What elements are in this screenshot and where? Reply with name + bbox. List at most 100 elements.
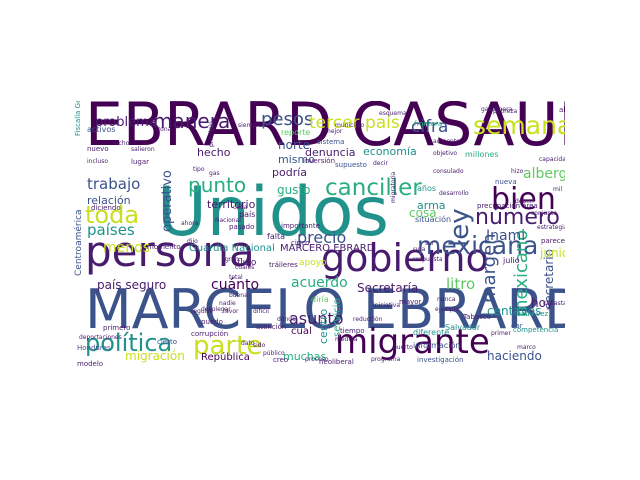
word-parte: parte bbox=[193, 331, 263, 361]
word-anos: años bbox=[417, 184, 437, 193]
word-tercer-pais: tercer país bbox=[309, 113, 400, 133]
word-marco: marco bbox=[517, 344, 536, 351]
word-acuerdo: acuerdo bbox=[291, 275, 348, 291]
word-nueva: nueva bbox=[495, 178, 517, 186]
word-competencia: competencia bbox=[513, 326, 559, 334]
word-conjunto: conjunto bbox=[531, 210, 558, 217]
word-deportaciones: deportaciones bbox=[79, 334, 122, 341]
word-lugar: lugar bbox=[131, 158, 149, 166]
word-puerto: puerto bbox=[393, 344, 413, 351]
word-dijo: dijo bbox=[187, 238, 198, 245]
word-deben: deben bbox=[515, 198, 534, 205]
word-falta: falta bbox=[267, 232, 285, 241]
word-nunca: nunca bbox=[437, 296, 456, 303]
word-reporte: reporte bbox=[281, 128, 311, 137]
word-canciller: canciller bbox=[325, 175, 422, 201]
word-gran: gran bbox=[225, 256, 239, 263]
word-secretaria: Secretaría bbox=[357, 281, 419, 295]
word-litro: litro bbox=[446, 275, 476, 293]
word-nadie: nadie bbox=[219, 300, 236, 307]
word-migrante: migrante bbox=[335, 322, 490, 362]
word-hizo: hizo bbox=[511, 168, 524, 175]
word-capacidad: capacidad bbox=[539, 156, 565, 163]
word-pobreza: pobreza bbox=[493, 108, 518, 115]
word-regular: regular bbox=[191, 308, 213, 315]
word-apoyo: apoyo bbox=[299, 258, 327, 268]
word-economia: economía bbox=[363, 145, 417, 158]
word-albergue: albergue bbox=[523, 166, 565, 182]
word-investigacion: investigación bbox=[417, 356, 464, 364]
word-junio: junio bbox=[540, 246, 565, 260]
word-pais-seguro: país seguro bbox=[97, 278, 167, 292]
word-asunto: asunto bbox=[289, 309, 344, 328]
word-mexicana: mexicana bbox=[417, 231, 539, 260]
word-paises: países bbox=[87, 221, 135, 239]
word-toda: toda bbox=[85, 201, 140, 229]
word-municipio: municipio bbox=[335, 122, 365, 129]
word-primero: primero bbox=[103, 324, 131, 332]
word-inami: Inami bbox=[486, 228, 526, 244]
word-cinco: cinco bbox=[291, 239, 310, 247]
word-norte: norte bbox=[278, 138, 310, 152]
word-gobierno: gobierno bbox=[321, 236, 489, 280]
word-centavos: centavos bbox=[487, 304, 542, 318]
word-objetivo: objetivo bbox=[433, 150, 458, 157]
word-nuevo: nuevo bbox=[87, 145, 109, 153]
word-dato: dato bbox=[241, 340, 255, 347]
word-migratoria: migratoria bbox=[390, 171, 397, 203]
word-trabajo: trabajo bbox=[87, 175, 141, 193]
word-cada: cada bbox=[233, 204, 248, 211]
word-arma: arma bbox=[417, 199, 446, 212]
word-pasado: pasado bbox=[229, 223, 255, 231]
word-cierto: cierto bbox=[157, 338, 178, 346]
word-puedo: puedo bbox=[201, 318, 223, 326]
word-sido: sido bbox=[253, 342, 266, 349]
word-manera: manera bbox=[153, 109, 231, 133]
word-tiempo: tiempo bbox=[340, 327, 365, 335]
word-relacion: relación bbox=[87, 194, 131, 207]
word-trailers: tráileres bbox=[269, 261, 298, 269]
word-guardia-nacional: Guardia Nacional bbox=[189, 243, 275, 254]
word-canasta: canasta bbox=[543, 300, 565, 307]
word-supuesto: supuesto bbox=[335, 161, 367, 169]
word-momento: momento bbox=[147, 243, 181, 251]
word-importante: importante bbox=[281, 222, 320, 230]
word-tipo: tipo bbox=[193, 166, 205, 173]
word-flujo: flujo bbox=[237, 258, 257, 268]
word-dar: dar bbox=[511, 322, 523, 330]
word-aumento: aumento bbox=[433, 138, 460, 145]
word-sistema: sistema bbox=[317, 138, 345, 146]
word-mismo: mismo bbox=[278, 153, 315, 166]
word-total: total bbox=[229, 274, 243, 281]
word-julio: julio bbox=[503, 256, 520, 265]
word-punto: punto bbox=[188, 173, 247, 197]
word-zona: zona bbox=[157, 126, 172, 133]
word-desplegar: desplegar bbox=[201, 306, 231, 313]
word-centroamerica: Centroamérica bbox=[74, 209, 84, 276]
word-respuesta: respuesta bbox=[413, 256, 443, 263]
word-principio: principio bbox=[208, 121, 215, 147]
word-muchas: muchas bbox=[283, 350, 327, 363]
word-persona: persona bbox=[85, 227, 255, 276]
word-hoy: hoy bbox=[531, 296, 554, 310]
word-marcero-ebrard: MARCERO EBRARD bbox=[280, 243, 375, 254]
word-creo: creo bbox=[273, 356, 289, 364]
word-bien: bien bbox=[491, 182, 556, 217]
word-diria: diría bbox=[311, 295, 329, 304]
word-primer: primer bbox=[491, 330, 511, 337]
word-proceso: proceso bbox=[305, 356, 329, 363]
word-atencion: atención bbox=[256, 323, 287, 331]
word-favor: favor bbox=[223, 308, 239, 315]
word-incluso: incluso bbox=[87, 158, 109, 165]
word-neoliberal: neoliberal bbox=[319, 358, 354, 366]
word-fiscalia-general: Fiscalía General bbox=[74, 101, 82, 136]
word-cuanto: cuánto bbox=[211, 277, 260, 293]
word-cosa: cosa bbox=[409, 206, 437, 220]
word-numero: número bbox=[475, 205, 560, 230]
word-estrategia: estrategia bbox=[537, 224, 565, 231]
word-activos: activos bbox=[87, 125, 116, 134]
word-cuales: cuáles bbox=[235, 264, 255, 271]
word-cual: cual bbox=[291, 326, 312, 337]
word-pesos: pesos bbox=[261, 109, 314, 130]
word-cada-vez: cada vez bbox=[517, 310, 549, 318]
